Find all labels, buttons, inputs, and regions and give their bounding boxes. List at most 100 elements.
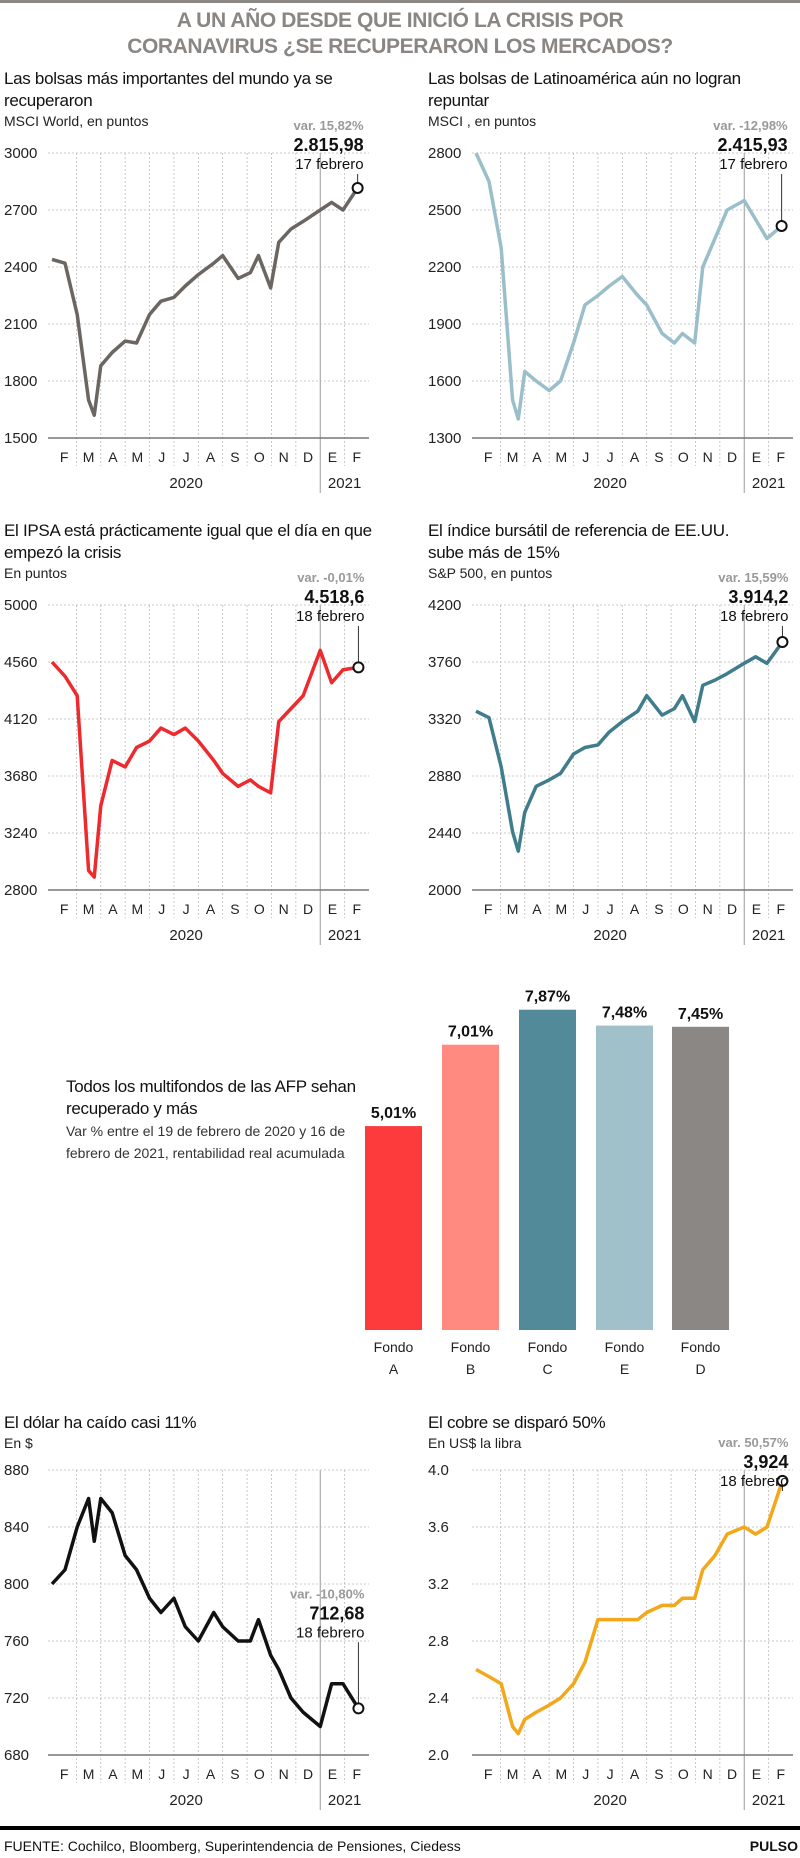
annotation-value: 2.815,98 — [294, 135, 364, 155]
y-tick-label: 2800 — [428, 145, 461, 162]
x-tick-label: E — [752, 449, 761, 465]
x-tick-label: F — [484, 901, 493, 917]
x-tick-label: J — [607, 901, 614, 917]
chart-title: Las bolsas de Latinoamérica aún no logra… — [428, 69, 741, 110]
afp-chart-title: Todos los multifondos de las AFP sehan r… — [66, 1077, 356, 1118]
y-tick-label: 1300 — [428, 430, 461, 447]
x-tick-label: M — [556, 1766, 568, 1782]
y-tick-label: 2800 — [4, 882, 37, 899]
annotation-date: 18 febrero — [296, 1624, 364, 1641]
x-tick-label: D — [303, 449, 313, 465]
annotation-variation: var. -10,80% — [290, 1586, 365, 1601]
bar-value-label: 7,01% — [448, 1024, 493, 1041]
x-tick-label: J — [183, 1766, 190, 1782]
bar-fondo-e — [596, 1025, 653, 1330]
annotation-variation: var. 15,59% — [718, 570, 789, 585]
y-tick-label: 3240 — [4, 825, 37, 842]
annotation-variation: var. 15,82% — [293, 118, 364, 133]
y-tick-label: 2400 — [4, 259, 37, 276]
x-tick-label: S — [230, 449, 239, 465]
x-tick-label: A — [532, 1766, 542, 1782]
chart-subtitle: En puntos — [4, 565, 68, 581]
year-label: 2020 — [593, 1792, 626, 1809]
chart-subtitle: En US$ la libra — [428, 1435, 522, 1451]
x-tick-label: A — [206, 901, 216, 917]
x-tick-label: J — [607, 449, 614, 465]
year-label: 2021 — [328, 1792, 361, 1809]
bar-category-label: B — [466, 1361, 475, 1377]
x-tick-label: F — [353, 449, 362, 465]
year-label: 2020 — [169, 1792, 202, 1809]
x-tick-label: M — [83, 901, 95, 917]
chart-title: El IPSA está prácticamente igual que el … — [4, 521, 372, 562]
y-tick-label: 2440 — [428, 825, 461, 842]
x-tick-label: J — [183, 449, 190, 465]
x-tick-label: A — [630, 901, 640, 917]
last-value-marker — [776, 1474, 789, 1487]
series-line — [50, 648, 359, 879]
x-tick-label: N — [703, 449, 713, 465]
bar-category-label: Fondo — [528, 1339, 568, 1355]
x-tick-label: F — [60, 1766, 69, 1782]
x-tick-label: J — [582, 449, 589, 465]
chart-title: El cobre se disparó 50% — [428, 1413, 606, 1432]
y-tick-label: 720 — [4, 1690, 29, 1707]
bar-fondo-c — [519, 1009, 576, 1330]
x-tick-label: J — [582, 1766, 589, 1782]
x-tick-label: A — [532, 901, 542, 917]
chart-title: El dólar ha caído casi 11% — [4, 1413, 197, 1432]
x-tick-label: M — [132, 901, 144, 917]
x-tick-label: M — [556, 449, 568, 465]
chart-title: Las bolsas más importantes del mundo ya … — [4, 69, 333, 110]
y-tick-label: 2500 — [428, 202, 461, 219]
x-tick-label: A — [108, 1766, 118, 1782]
annotation-value: 3.914,2 — [728, 587, 788, 607]
annotation-date: 18 febrero — [720, 608, 788, 625]
x-tick-label: A — [532, 449, 542, 465]
year-label: 2020 — [169, 475, 202, 492]
year-label: 2021 — [328, 927, 361, 944]
chart-subtitle: S&P 500, en puntos — [428, 565, 553, 581]
y-tick-label: 3680 — [4, 768, 37, 785]
year-label: 2021 — [328, 475, 361, 492]
x-tick-label: M — [507, 1766, 519, 1782]
x-tick-label: A — [206, 449, 216, 465]
top-rule — [0, 0, 800, 3]
y-tick-label: 2100 — [4, 316, 37, 333]
last-value-marker — [775, 219, 788, 232]
series-line — [474, 152, 783, 421]
x-tick-label: M — [507, 901, 519, 917]
y-tick-label: 1600 — [428, 373, 461, 390]
x-tick-label: D — [727, 901, 737, 917]
chart-ipsa: El IPSA está prácticamente igual que el … — [4, 520, 384, 945]
y-tick-label: 840 — [4, 1519, 29, 1536]
x-tick-label: E — [328, 449, 337, 465]
x-tick-label: F — [60, 449, 69, 465]
x-tick-label: O — [254, 449, 265, 465]
x-tick-label: S — [654, 1766, 663, 1782]
year-label: 2021 — [752, 1792, 785, 1809]
y-tick-label: 5000 — [4, 597, 37, 614]
y-tick-label: 1500 — [4, 430, 37, 447]
annotation-value: 3,924 — [743, 1452, 788, 1472]
x-tick-label: A — [630, 1766, 640, 1782]
x-tick-label: S — [230, 1766, 239, 1782]
chart-sp500: El índice bursátil de referencia de EE.U… — [428, 520, 800, 945]
annotation-date: 17 febrero — [295, 156, 363, 173]
y-tick-label: 760 — [4, 1633, 29, 1650]
bar-value-label: 7,48% — [602, 1005, 647, 1022]
annotation-variation: var. 50,57% — [718, 1435, 789, 1450]
x-tick-label: N — [279, 901, 289, 917]
bar-fondo-d — [672, 1026, 729, 1330]
chart-dolar: El dólar ha caído casi 11% En $ 680 720 76… — [4, 1412, 384, 1810]
x-tick-label: F — [484, 1766, 493, 1782]
annotation-value: 2.415,93 — [718, 135, 788, 155]
last-value-marker — [351, 181, 364, 194]
x-tick-label: M — [132, 1766, 144, 1782]
x-tick-label: F — [777, 1766, 786, 1782]
bar-fondo-a — [365, 1126, 422, 1330]
x-tick-label: M — [83, 449, 95, 465]
x-tick-label: E — [328, 901, 337, 917]
